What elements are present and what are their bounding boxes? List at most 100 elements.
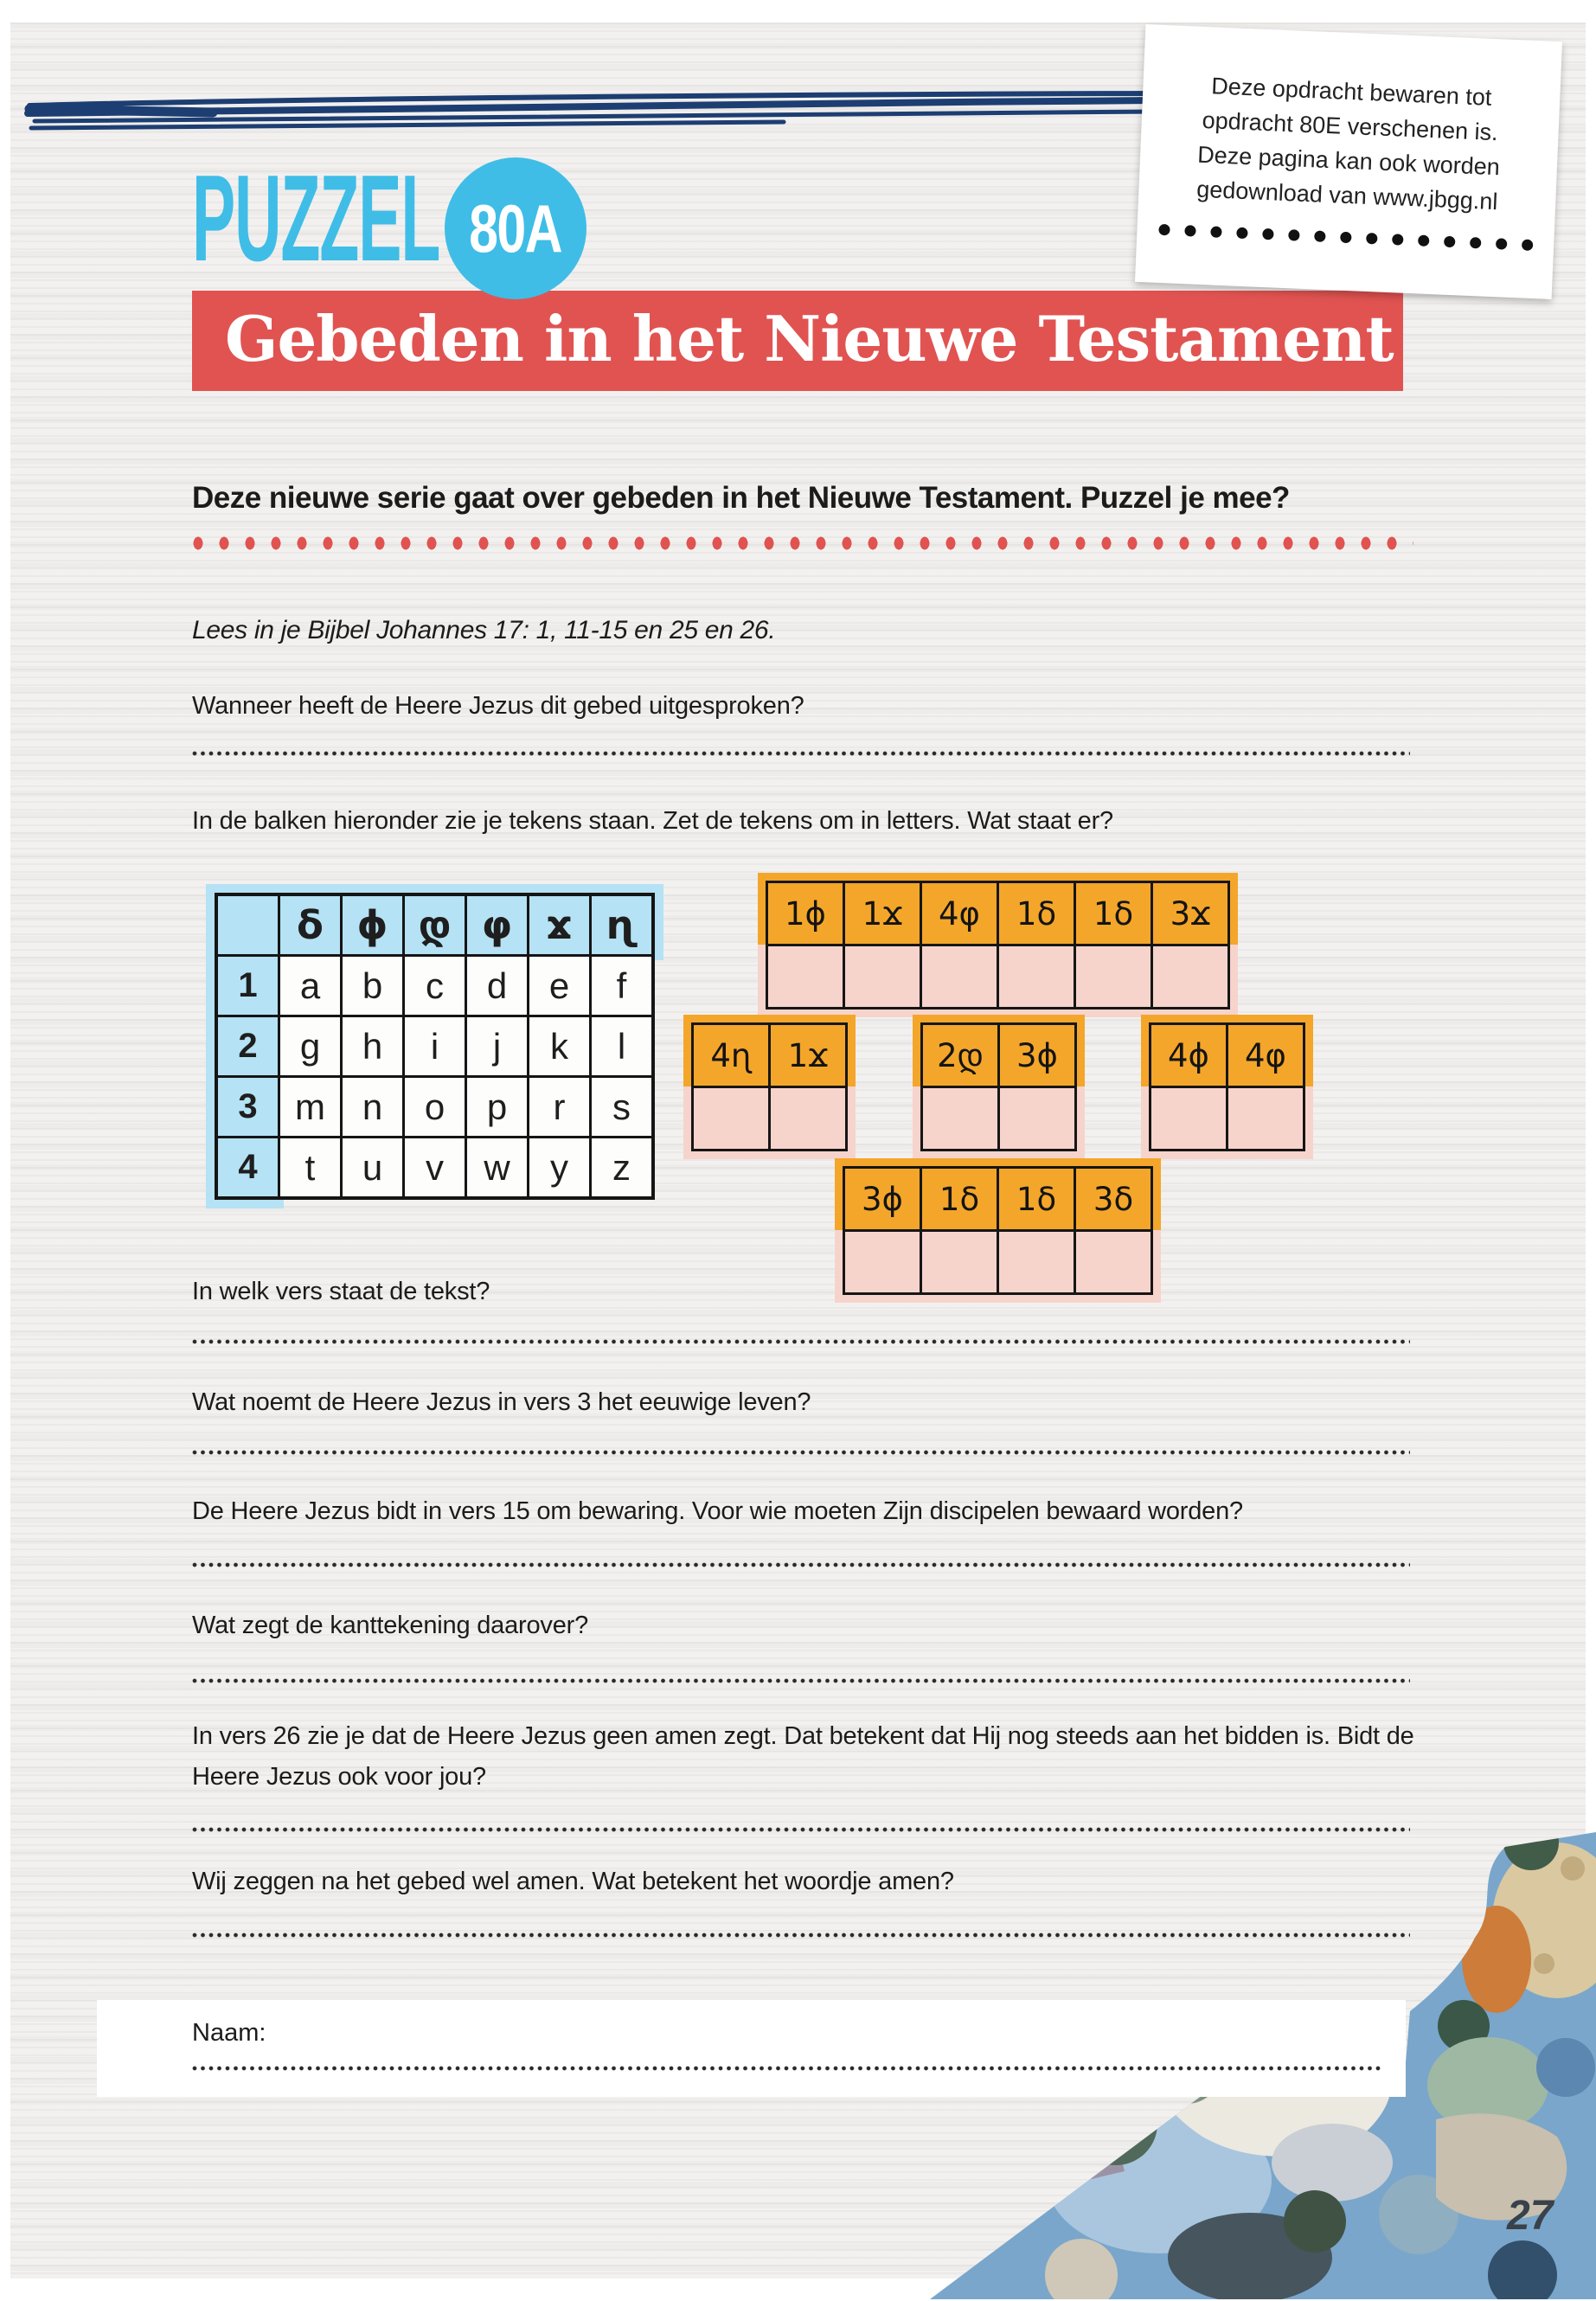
note-dot xyxy=(1495,238,1507,250)
cipher-letter-cell: v xyxy=(405,1138,465,1196)
answer-dotted-line[interactable] xyxy=(192,751,1410,756)
cipher-letter-cell: a xyxy=(280,957,340,1015)
cipher-letter-cell: e xyxy=(529,957,589,1015)
cipher-letter-cell: z xyxy=(592,1138,651,1196)
cipher-letter-cell: u xyxy=(343,1138,402,1196)
question-text: Wanneer heeft de Heere Jezus dit gebed u… xyxy=(192,692,804,720)
answer-bar: 4ϕ 4φ xyxy=(1141,1015,1313,1159)
note-dot xyxy=(1365,232,1378,245)
page-title: Gebeden in het Nieuwe Testament xyxy=(225,301,1394,375)
answer-fill-cell[interactable] xyxy=(694,1088,768,1149)
answer-fill-cell[interactable] xyxy=(922,946,997,1007)
code-cell: 3δ xyxy=(1076,1169,1151,1229)
cipher-letter-cell: h xyxy=(343,1017,402,1075)
code-cell: 1ϕ xyxy=(768,883,843,944)
cipher-letter-cell: c xyxy=(405,957,465,1015)
page-number: 27 xyxy=(1507,2193,1554,2239)
puzzle-number-label: 80A xyxy=(469,189,563,266)
cipher-row-number: 4 xyxy=(218,1138,278,1196)
note-dot xyxy=(1391,234,1404,246)
answer-fill-cell[interactable] xyxy=(923,1088,997,1149)
question-text: In de balken hieronder zie je tekens sta… xyxy=(192,807,1113,835)
answer-bar: 4ɳ 1ϫ xyxy=(683,1015,856,1159)
answer-bar: 1ϕ 1ϫ 4φ 1δ 1δ 3ϫ xyxy=(758,873,1238,1017)
code-cell: 1δ xyxy=(999,1169,1074,1229)
question-text: Wat zegt de kanttekening daarover? xyxy=(192,1612,589,1639)
cipher-letter-cell: g xyxy=(280,1017,340,1075)
cipher-symbol-header: ϕ xyxy=(343,896,402,954)
question-text: In welk vers staat de tekst? xyxy=(192,1278,490,1305)
cipher-letter-cell: o xyxy=(405,1078,465,1136)
cipher-letter-cell: t xyxy=(280,1138,340,1196)
answer-fill-cell[interactable] xyxy=(1151,1088,1226,1149)
cipher-letter-cell: s xyxy=(592,1078,651,1136)
note-dot xyxy=(1235,227,1248,240)
marker-scribble-line xyxy=(24,91,1159,131)
answer-dotted-line[interactable] xyxy=(192,1827,1410,1832)
note-dot xyxy=(1287,229,1300,241)
cipher-letter-cell: y xyxy=(529,1138,589,1196)
note-dot xyxy=(1469,236,1481,249)
code-cell: 4φ xyxy=(1228,1025,1303,1086)
cipher-corner-cell xyxy=(218,896,278,954)
answer-fill-cell[interactable] xyxy=(922,1232,997,1292)
code-cell: 4ϕ xyxy=(1151,1025,1226,1086)
code-cell: 1δ xyxy=(999,883,1074,944)
answer-fill-cell[interactable] xyxy=(845,946,920,1007)
answer-dotted-line[interactable] xyxy=(192,1562,1410,1567)
code-cell: 2დ xyxy=(923,1025,997,1086)
cipher-letter-cell: w xyxy=(467,1138,527,1196)
answer-fill-cell[interactable] xyxy=(1153,946,1227,1007)
answer-bar: 2დ 3ϕ xyxy=(913,1015,1085,1159)
answer-dotted-line[interactable] xyxy=(192,1678,1410,1683)
cipher-letter-cell: b xyxy=(343,957,402,1015)
answer-fill-cell[interactable] xyxy=(1076,1232,1151,1292)
answer-dotted-line[interactable] xyxy=(192,1932,1410,1938)
name-label: Naam: xyxy=(192,2019,266,2047)
answer-dotted-line[interactable] xyxy=(192,1339,1410,1344)
answer-fill-cell[interactable] xyxy=(999,946,1074,1007)
note-text: Deze opdracht bewaren tot opdracht 80E v… xyxy=(1195,68,1503,220)
question-text: Wat noemt de Heere Jezus in vers 3 het e… xyxy=(192,1388,811,1416)
cipher-row-number: 1 xyxy=(218,957,278,1015)
name-input-line[interactable] xyxy=(192,2066,1384,2071)
note-dot xyxy=(1443,235,1455,248)
question-text: De Heere Jezus bidt in vers 15 om bewari… xyxy=(192,1497,1243,1525)
answer-fill-cell[interactable] xyxy=(768,946,843,1007)
answer-dotted-line[interactable] xyxy=(192,1450,1410,1455)
note-dot xyxy=(1183,225,1196,237)
answer-fill-cell[interactable] xyxy=(771,1088,845,1149)
code-cell: 1δ xyxy=(922,1169,997,1229)
answer-fill-cell[interactable] xyxy=(1228,1088,1303,1149)
code-cell: 3ϫ xyxy=(1153,883,1227,944)
cipher-letter-cell: d xyxy=(467,957,527,1015)
puzzle-logo-title: PUZZEL xyxy=(192,150,440,287)
note-dot xyxy=(1209,226,1222,238)
cipher-letter-cell: k xyxy=(529,1017,589,1075)
code-cell: 3ϕ xyxy=(845,1169,920,1229)
intro-text: Deze nieuwe serie gaat over gebeden in h… xyxy=(192,481,1290,515)
answer-fill-cell[interactable] xyxy=(845,1232,920,1292)
note-dot xyxy=(1339,231,1352,244)
code-cell: 4ɳ xyxy=(694,1025,768,1086)
note-dot xyxy=(1521,239,1533,251)
answer-fill-cell[interactable] xyxy=(1076,946,1151,1007)
cipher-symbol-header: δ xyxy=(280,896,340,954)
code-cell: 1ϫ xyxy=(845,883,920,944)
cipher-letter-cell: n xyxy=(343,1078,402,1136)
cipher-symbol-header: ϫ xyxy=(529,896,589,954)
cipher-symbol-header: ɳ xyxy=(592,896,651,954)
code-cell: 3ϕ xyxy=(1000,1025,1074,1086)
question-text: Wij zeggen na het gebed wel amen. Wat be… xyxy=(192,1868,954,1895)
answer-fill-cell[interactable] xyxy=(999,1232,1074,1292)
cipher-letter-cell: r xyxy=(529,1078,589,1136)
answer-fill-cell[interactable] xyxy=(1000,1088,1074,1149)
name-box: Naam: xyxy=(97,2000,1406,2097)
cipher-letter-cell: p xyxy=(467,1078,527,1136)
code-cell: 1δ xyxy=(1076,883,1151,944)
note-dot xyxy=(1313,230,1326,242)
cipher-letter-cell: j xyxy=(467,1017,527,1075)
code-cell: 4φ xyxy=(922,883,997,944)
cipher-symbol-header: დ xyxy=(405,896,465,954)
